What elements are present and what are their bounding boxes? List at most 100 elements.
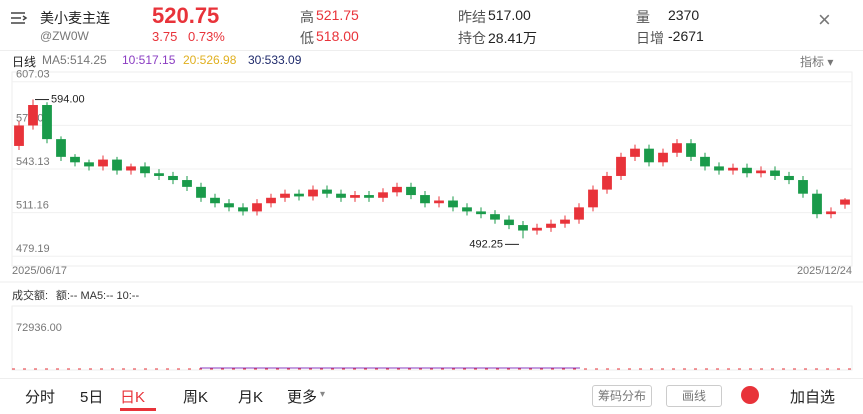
candle-body (378, 192, 388, 198)
candle-body (518, 225, 528, 231)
y-tick-label: 543.13 (16, 156, 50, 168)
close-button[interactable]: × (818, 7, 831, 32)
candle-body (196, 186, 206, 198)
candle-body (728, 167, 738, 171)
tab[interactable]: 周K (183, 389, 209, 406)
period-label: 日线 (12, 55, 37, 69)
end-date: 2025/12/24 (797, 265, 852, 277)
candle-body (238, 207, 248, 212)
stat-value: 2370 (668, 7, 700, 23)
candle-body (28, 105, 38, 126)
tab[interactable]: 更多 (287, 389, 318, 406)
volume-tick: 72936.00 (16, 322, 62, 334)
candle-body (98, 159, 108, 167)
candle-body (406, 186, 416, 196)
tab[interactable]: 月K (238, 389, 264, 406)
candle-body (84, 162, 94, 167)
max-label: 594.00 (51, 93, 85, 105)
candle-body (336, 193, 346, 198)
stat-label: 昨结 (458, 9, 486, 25)
candle-body (476, 211, 486, 215)
candle-body (840, 199, 850, 205)
candle-body (448, 200, 458, 208)
candle-body (14, 125, 24, 146)
candle-body (140, 166, 150, 174)
candle-body (224, 203, 234, 208)
candle-body (616, 156, 626, 176)
tab[interactable]: 分时 (25, 389, 56, 406)
candle-body (294, 193, 304, 197)
candle-body (644, 148, 654, 163)
candle-body (126, 166, 136, 171)
y-tick-label: 607.03 (16, 69, 50, 81)
candle-body (700, 156, 710, 167)
candle-body (462, 207, 472, 212)
candle-body (210, 197, 220, 204)
candle-body (532, 227, 542, 231)
tab-underline (120, 408, 156, 411)
change: 3.75 (152, 29, 178, 44)
instrument-code: @ZW0W (40, 29, 89, 43)
volume-title: 成交额: (12, 288, 48, 302)
change-pct: 0.73% (188, 29, 225, 44)
candle-body (826, 211, 836, 215)
candle-body (266, 197, 276, 204)
price: 520.75 (152, 3, 220, 28)
record-dot[interactable] (741, 386, 759, 404)
candle-body (182, 180, 192, 187)
tool-button[interactable]: 筹码分布 (592, 385, 652, 407)
candle-body (252, 203, 262, 212)
chart: 成交额: 额:-- MA5:-- 10:-- 72936.00 2025/06/… (0, 69, 863, 371)
candle-body (322, 189, 332, 194)
candle-body (434, 200, 444, 204)
more-caret: ▾ (320, 389, 326, 400)
candle-body (392, 186, 402, 193)
stat-value: 518.00 (316, 28, 359, 44)
candle-body (168, 175, 178, 181)
candle-body (42, 105, 52, 140)
stat-label: 高 (300, 9, 314, 25)
y-tick-label: 479.19 (16, 243, 50, 255)
divider (0, 378, 863, 379)
candle-body (602, 175, 612, 190)
candle-body (154, 173, 164, 176)
candle-body (490, 214, 500, 220)
stat-value: 521.75 (316, 7, 359, 23)
ma-legend-item: MA5:514.25 (42, 53, 107, 67)
volume-frame (11, 305, 853, 371)
ma-legend-item: 20:526.98 (183, 53, 237, 67)
stat-label: 持仓 (458, 30, 486, 46)
candle-body (56, 139, 66, 157)
stat-value: 28.41万 (488, 30, 538, 46)
candle-body (280, 193, 290, 198)
stat-label: 日增 (636, 30, 664, 46)
candle-body (798, 180, 808, 194)
min-label: 492.25 (469, 238, 503, 250)
tab[interactable]: 5日 (80, 389, 104, 406)
candle-body (420, 195, 430, 204)
indicator-label: 指标 (800, 55, 825, 69)
stat-value: -2671 (668, 28, 704, 44)
candle-body (812, 193, 822, 215)
candle-body (756, 170, 766, 174)
tab[interactable]: 日K (120, 389, 146, 406)
candle-body (630, 148, 640, 157)
candle-body (770, 170, 780, 176)
tool-button[interactable]: 画线 (666, 385, 722, 407)
candle-body (546, 223, 556, 228)
candle-body (658, 152, 668, 163)
candle-body (588, 189, 598, 208)
ma-legend-item: 30:533.09 (248, 53, 302, 67)
ma-legend-item: 10:517.15 (122, 53, 176, 67)
candle-body (574, 207, 584, 220)
candle-body (672, 143, 682, 153)
back-icon[interactable] (10, 10, 28, 26)
indicator-button[interactable]: 指标 ▾ (800, 55, 834, 69)
candle-body (686, 143, 696, 157)
candle-body (70, 156, 80, 163)
candle-body (504, 219, 514, 226)
start-date: 2025/06/17 (12, 265, 67, 277)
add-watchlist[interactable]: 加自选 (790, 389, 836, 406)
candle-body (742, 167, 752, 174)
